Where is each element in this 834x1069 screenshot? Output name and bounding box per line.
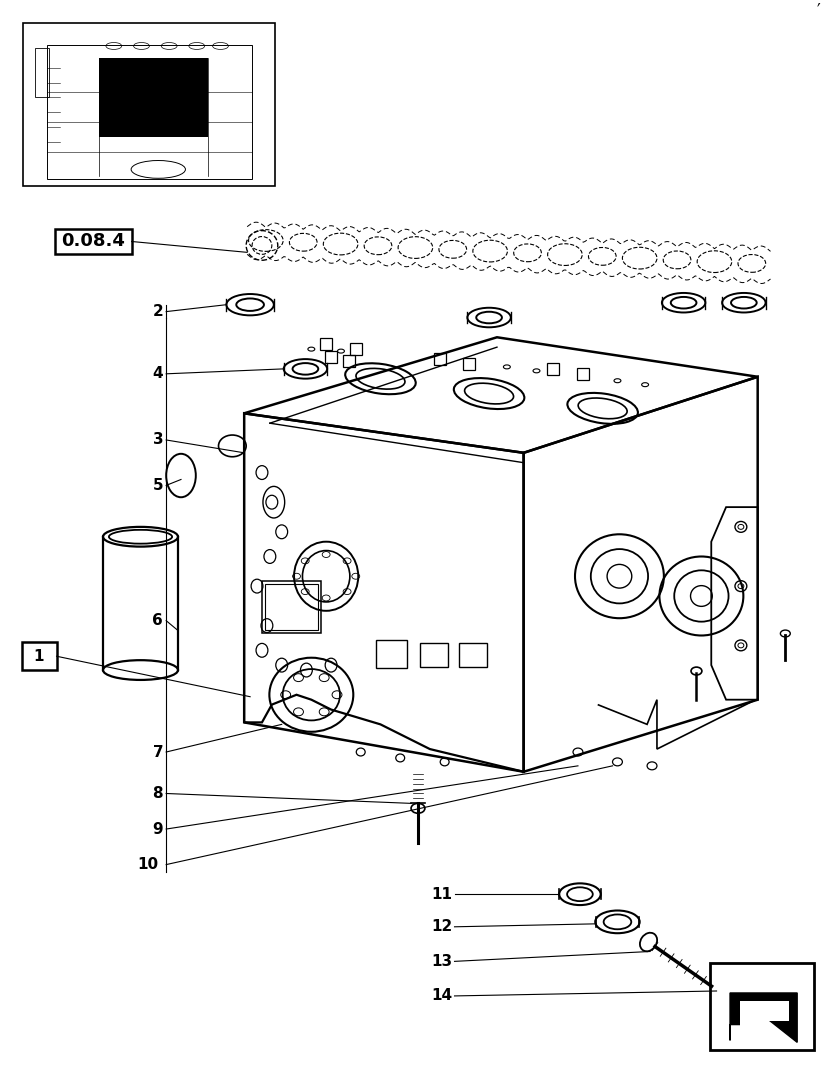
Text: 12: 12 xyxy=(431,919,453,934)
Text: 6: 6 xyxy=(153,614,163,629)
Text: 4: 4 xyxy=(153,367,163,382)
Bar xyxy=(343,355,354,367)
Bar xyxy=(460,644,487,667)
Bar xyxy=(711,963,814,1050)
Polygon shape xyxy=(740,1001,789,1035)
Text: 0.08.4: 0.08.4 xyxy=(61,232,125,250)
Text: ′: ′ xyxy=(817,1,821,19)
Bar xyxy=(265,584,319,630)
Bar xyxy=(375,640,407,668)
Bar xyxy=(320,338,332,351)
Bar xyxy=(325,351,337,363)
Text: 2: 2 xyxy=(153,304,163,320)
Bar xyxy=(349,343,362,355)
Text: 9: 9 xyxy=(153,822,163,837)
Polygon shape xyxy=(730,993,797,1042)
Text: 14: 14 xyxy=(431,989,453,1004)
Bar xyxy=(434,353,445,365)
Bar xyxy=(420,644,448,667)
Text: 5: 5 xyxy=(153,478,163,493)
Bar xyxy=(464,358,475,370)
Text: 7: 7 xyxy=(153,744,163,759)
Bar xyxy=(262,582,321,633)
Text: 10: 10 xyxy=(137,857,158,872)
Bar xyxy=(22,642,57,670)
Text: 13: 13 xyxy=(431,954,453,969)
Bar xyxy=(23,24,274,186)
Bar xyxy=(35,48,48,97)
Text: 8: 8 xyxy=(153,786,163,801)
Bar xyxy=(577,368,589,379)
Text: 1: 1 xyxy=(33,649,44,664)
Text: 3: 3 xyxy=(153,433,163,448)
Text: 11: 11 xyxy=(431,886,453,902)
Bar xyxy=(54,229,132,254)
Bar xyxy=(99,58,208,137)
Bar xyxy=(547,363,560,375)
